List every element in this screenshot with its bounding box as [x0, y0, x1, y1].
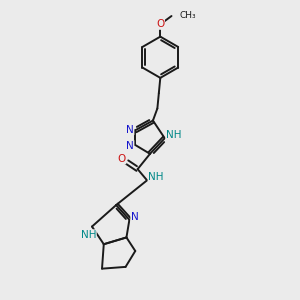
- Text: O: O: [156, 19, 164, 29]
- Text: N: N: [126, 125, 134, 135]
- Text: CH₃: CH₃: [179, 11, 196, 20]
- Text: NH: NH: [81, 230, 96, 240]
- Text: NH: NH: [148, 172, 164, 182]
- Text: N: N: [131, 212, 139, 222]
- Text: NH: NH: [166, 130, 181, 140]
- Text: O: O: [118, 154, 126, 164]
- Text: N: N: [126, 141, 134, 151]
